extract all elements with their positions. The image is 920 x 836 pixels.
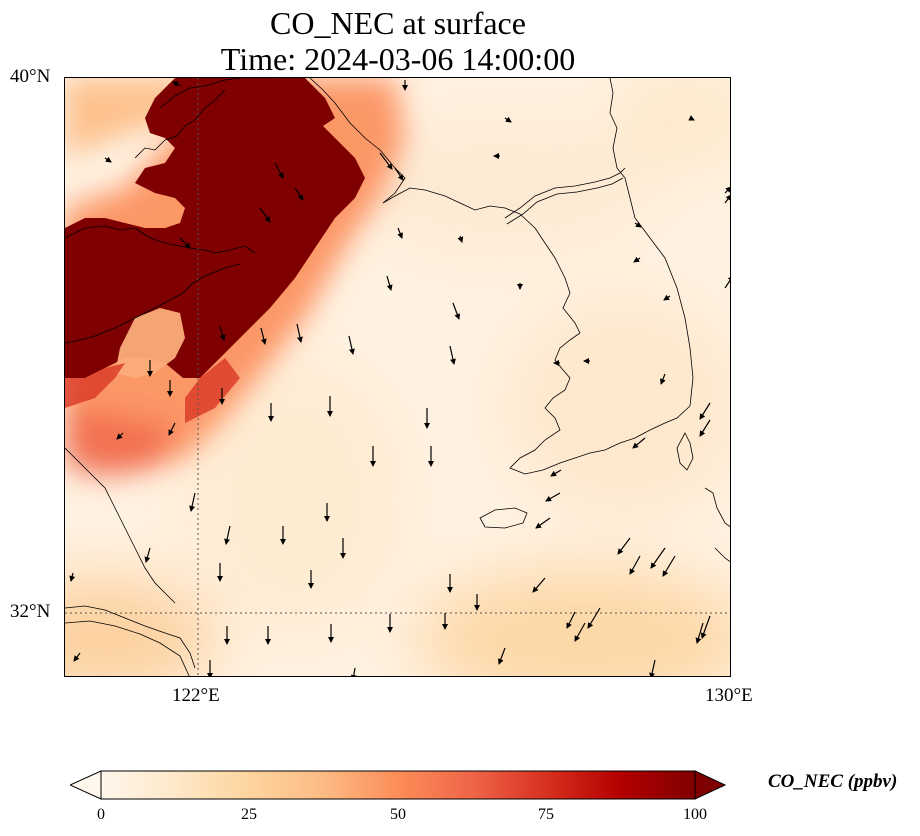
- wind-vector-arrow-icon: [457, 235, 464, 243]
- wind-vector-arrow-icon: [634, 221, 642, 228]
- wind-vector-arrow-icon: [662, 555, 676, 577]
- wind-vector-arrow-icon: [663, 294, 671, 301]
- field-soft-shades: [65, 78, 730, 676]
- wind-vector-arrow-icon: [632, 437, 646, 449]
- wind-vector-arrow-icon: [104, 156, 112, 163]
- wind-vector-arrow-icon: [172, 81, 182, 87]
- wind-vector-arrow-icon: [397, 227, 403, 239]
- wind-vector-arrow-icon: [574, 622, 586, 642]
- colorbar-extend-high: [694, 770, 726, 800]
- plume-inner-patch: [115, 308, 185, 378]
- wind-vector-arrow-icon: [535, 517, 551, 529]
- plume-core: [65, 78, 365, 378]
- wind-vector-arrow-icon: [260, 327, 267, 345]
- wind-vector-arrow-icon: [219, 325, 226, 341]
- colorbar-label: CO_NEC (ppbv): [768, 771, 898, 792]
- colorbar-tick-25: 25: [241, 806, 257, 823]
- wind-vector-arrow-icon: [587, 607, 601, 629]
- wind-vector-arrow-icon: [617, 537, 631, 555]
- wind-vector-arrow-icon: [699, 419, 711, 437]
- wind-vector-arrow-icon: [724, 186, 730, 194]
- wind-vector-arrow-icon: [504, 116, 512, 123]
- wind-vector-arrow-icon: [452, 302, 461, 320]
- plot-time: Time: 2024-03-06 14:00:00: [220, 41, 576, 77]
- wind-vector-layer: [69, 80, 730, 676]
- wind-vector-arrow-icon: [386, 275, 393, 291]
- map-panel[interactable]: [64, 77, 731, 677]
- wind-vector-arrow-icon: [274, 162, 284, 179]
- wind-vector-arrow-icon: [189, 492, 196, 512]
- wind-vector-arrow-icon: [629, 555, 641, 575]
- colorbar-tick-75: 75: [538, 806, 554, 823]
- wind-vector-arrow-icon: [550, 469, 562, 477]
- wind-vector-arrow-icon: [566, 611, 576, 629]
- wind-vector-arrow-icon: [724, 275, 730, 289]
- colorbar-tick-100: 100: [683, 806, 707, 823]
- wind-vector-arrow-icon: [699, 402, 711, 420]
- wind-vector-arrow-icon: [532, 577, 546, 593]
- colorbar-gradient: [100, 770, 696, 800]
- wind-vector-arrow-icon: [700, 615, 711, 639]
- wind-vector-arrow-icon: [394, 167, 404, 181]
- wind-vector-arrow-icon: [69, 572, 76, 582]
- wind-vector-arrow-icon: [348, 335, 355, 355]
- wind-vector-arrow-icon: [144, 547, 151, 563]
- wind-vector-arrow-icon: [449, 345, 456, 365]
- wind-vector-arrow-icon: [296, 323, 303, 343]
- wind-vector-arrow-icon: [497, 647, 506, 665]
- wind-vector-arrow-icon: [294, 187, 304, 201]
- lat-label-32n: 32°N: [10, 601, 51, 622]
- wind-vector-arrow-icon: [660, 373, 666, 385]
- plume-edge-red: [65, 358, 240, 423]
- wind-vector-arrow-icon: [179, 237, 191, 249]
- colorbar-extend-low: [70, 770, 102, 800]
- wind-vector-arrow-icon: [695, 622, 704, 644]
- wind-vector-arrow-icon: [545, 492, 561, 502]
- wind-vector-arrow-icon: [724, 194, 730, 204]
- wind-vector-arrow-icon: [688, 115, 695, 121]
- colorbar-tick-50: 50: [390, 806, 406, 823]
- wind-vector-arrow-icon: [649, 659, 656, 676]
- wind-vector-arrow-icon: [350, 667, 357, 676]
- map-canvas: [65, 78, 730, 676]
- wind-vector-arrow-icon: [379, 152, 393, 170]
- lat-label-40n: 40°N: [10, 66, 51, 87]
- wind-vector-arrow-icon: [259, 207, 271, 223]
- wind-vector-arrow-icon: [650, 547, 666, 569]
- wind-vector-arrow-icon: [73, 652, 81, 662]
- colorbar-tick-0: 0: [97, 806, 105, 823]
- colorbar: [70, 770, 726, 800]
- wind-vector-arrow-icon: [224, 525, 231, 545]
- coastline-icon: [65, 78, 730, 676]
- wind-vector-arrow-icon: [168, 422, 176, 436]
- wind-vector-arrow-icon: [633, 256, 641, 263]
- plot-title: CO_NEC at surface: [270, 5, 526, 41]
- lon-label-130e: 130°E: [705, 685, 753, 706]
- lon-label-122e: 122°E: [172, 685, 220, 706]
- wind-vector-arrow-icon: [116, 432, 124, 440]
